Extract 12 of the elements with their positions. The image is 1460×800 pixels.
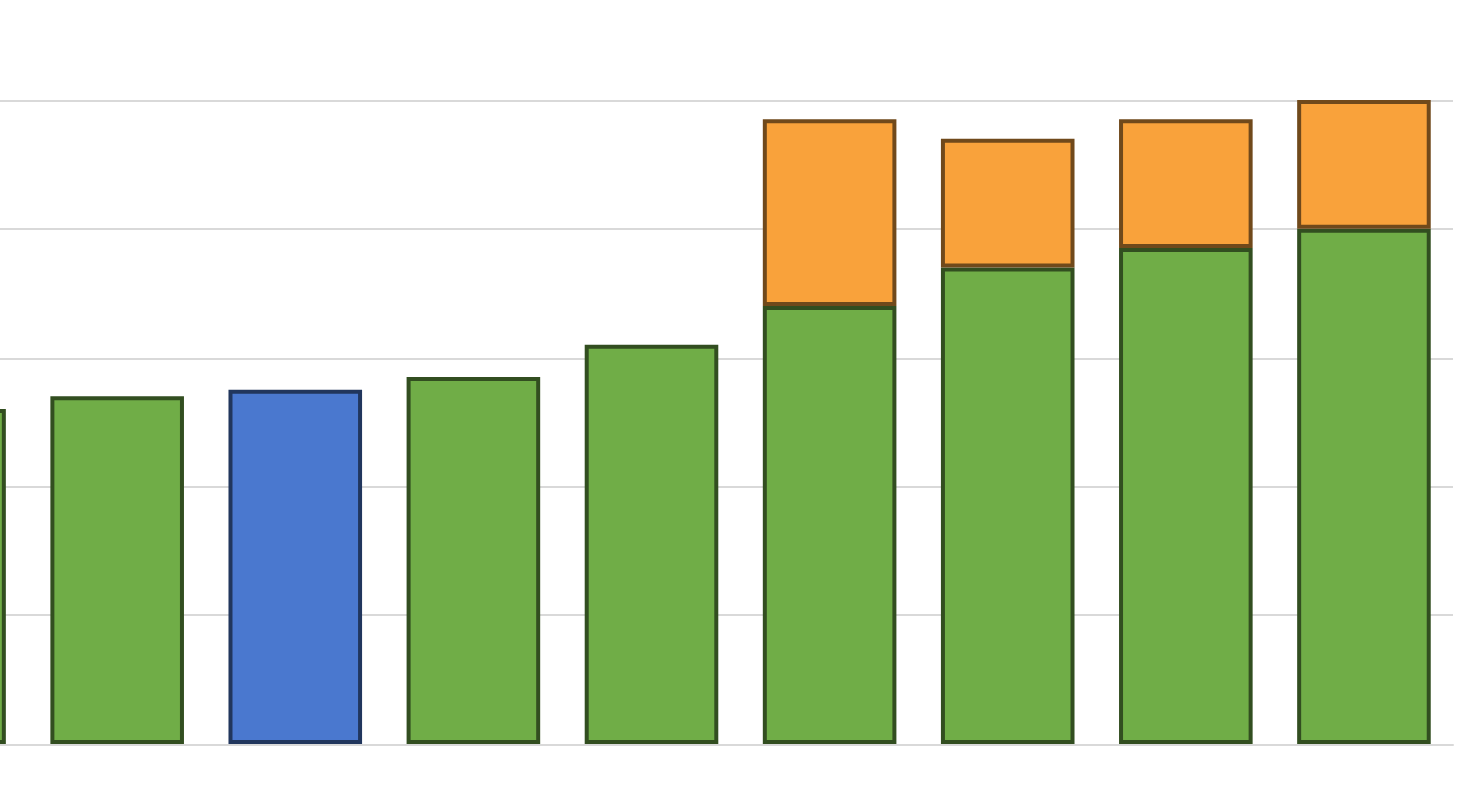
bar: [1296, 228, 1430, 744]
bar: [1118, 248, 1252, 744]
bar: [1118, 119, 1252, 249]
bar: [939, 138, 1074, 268]
bar: [405, 376, 540, 744]
bar: [761, 119, 896, 307]
bar: [761, 306, 896, 744]
bar: [49, 396, 183, 744]
bar: [939, 267, 1074, 744]
bar: [227, 389, 362, 744]
bar: [583, 344, 718, 744]
bar: [1296, 100, 1430, 229]
